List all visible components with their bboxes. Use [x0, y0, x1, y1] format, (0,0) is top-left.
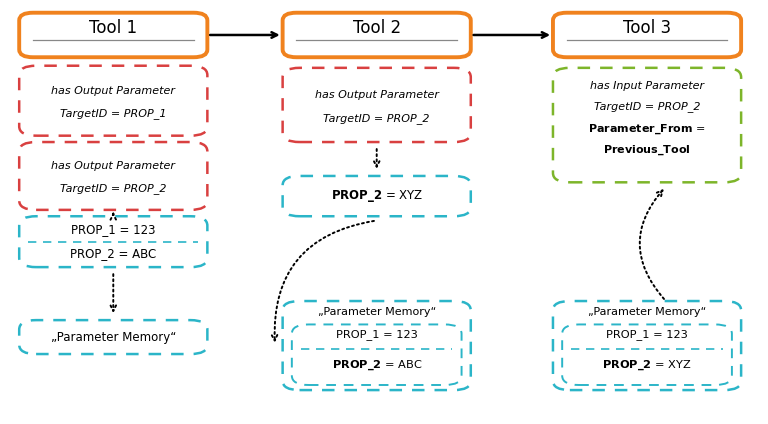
Text: has Output Parameter: has Output Parameter [51, 86, 175, 96]
FancyBboxPatch shape [19, 216, 207, 267]
Text: TargetID = PROP_1: TargetID = PROP_1 [60, 108, 167, 119]
Text: $\mathbf{PROP\_2}$ = XYZ: $\mathbf{PROP\_2}$ = XYZ [602, 358, 692, 372]
Text: PROP_1 = 123: PROP_1 = 123 [606, 329, 688, 340]
Text: PROP_2 = ABC: PROP_2 = ABC [70, 247, 157, 260]
FancyBboxPatch shape [283, 68, 471, 142]
Text: „Parameter Memory“: „Parameter Memory“ [588, 307, 707, 317]
Text: „Parameter Memory“: „Parameter Memory“ [317, 307, 436, 317]
Text: TargetID = PROP_2: TargetID = PROP_2 [594, 101, 700, 112]
FancyBboxPatch shape [553, 13, 741, 57]
Text: „Parameter Memory“: „Parameter Memory“ [51, 331, 176, 343]
FancyBboxPatch shape [553, 68, 741, 182]
Text: $\mathbf{PROP\_2}$ = XYZ: $\mathbf{PROP\_2}$ = XYZ [330, 188, 423, 204]
Text: Tool 2: Tool 2 [353, 20, 401, 37]
Text: Tool 1: Tool 1 [89, 20, 137, 37]
FancyBboxPatch shape [19, 13, 207, 57]
Text: PROP_1 = 123: PROP_1 = 123 [336, 329, 418, 340]
Text: $\mathit{\mathbf{Previous\_Tool}}$: $\mathit{\mathbf{Previous\_Tool}}$ [603, 143, 691, 157]
Text: has Input Parameter: has Input Parameter [590, 81, 704, 91]
FancyBboxPatch shape [19, 142, 207, 210]
FancyBboxPatch shape [283, 13, 471, 57]
Text: TargetID = PROP_2: TargetID = PROP_2 [323, 113, 430, 124]
Text: Tool 3: Tool 3 [623, 20, 671, 37]
FancyBboxPatch shape [292, 324, 462, 385]
Text: TargetID = PROP_2: TargetID = PROP_2 [60, 183, 167, 194]
FancyBboxPatch shape [562, 324, 732, 385]
FancyBboxPatch shape [19, 66, 207, 136]
FancyBboxPatch shape [19, 320, 207, 354]
FancyBboxPatch shape [553, 301, 741, 390]
Text: PROP_1 = 123: PROP_1 = 123 [71, 223, 156, 236]
Text: $\mathit{\mathbf{Parameter\_From}}$ =: $\mathit{\mathbf{Parameter\_From}}$ = [588, 123, 706, 137]
FancyBboxPatch shape [283, 176, 471, 216]
Text: has Output Parameter: has Output Parameter [315, 89, 439, 100]
Text: has Output Parameter: has Output Parameter [51, 162, 175, 171]
FancyBboxPatch shape [283, 301, 471, 390]
Text: $\mathbf{PROP\_2}$ = ABC: $\mathbf{PROP\_2}$ = ABC [332, 358, 422, 372]
